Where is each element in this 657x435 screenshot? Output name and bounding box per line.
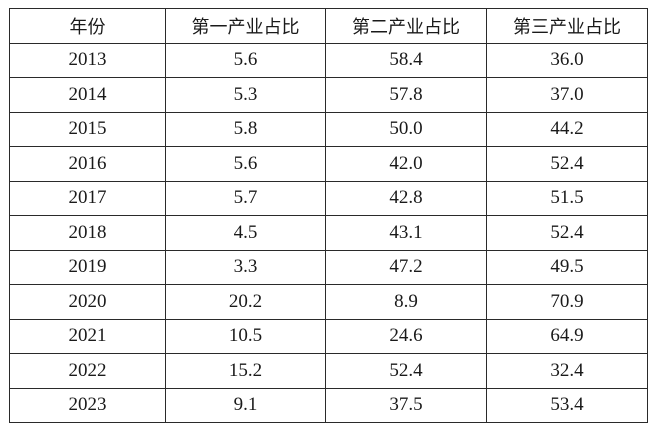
cell-year: 2017 — [9, 180, 166, 216]
table-row: 2014 5.3 57.8 37.0 — [9, 77, 648, 113]
cell-tertiary-share: 53.4 — [486, 387, 648, 423]
cell-tertiary-share: 44.2 — [486, 111, 648, 147]
cell-secondary-share: 8.9 — [325, 284, 487, 320]
table-row: 2023 9.1 37.5 53.4 — [9, 387, 648, 423]
table-row: 2021 10.5 24.6 64.9 — [9, 318, 648, 354]
cell-tertiary-share: 64.9 — [486, 318, 648, 354]
cell-secondary-share: 52.4 — [325, 353, 487, 389]
table-row: 2017 5.7 42.8 51.5 — [9, 180, 648, 216]
cell-tertiary-share: 36.0 — [486, 42, 648, 78]
cell-primary-share: 5.3 — [165, 77, 326, 113]
cell-secondary-share: 42.8 — [325, 180, 487, 216]
cell-secondary-share: 43.1 — [325, 215, 487, 251]
cell-tertiary-share: 52.4 — [486, 146, 648, 182]
table-row: 2015 5.8 50.0 44.2 — [9, 111, 648, 147]
table-container: 年份 第一产业占比 第二产业占比 第三产业占比 2013 5.6 58.4 36… — [9, 8, 648, 423]
cell-year: 2019 — [9, 249, 166, 285]
cell-year: 2015 — [9, 111, 166, 147]
cell-secondary-share: 24.6 — [325, 318, 487, 354]
cell-primary-share: 5.6 — [165, 42, 326, 78]
cell-secondary-share: 57.8 — [325, 77, 487, 113]
cell-secondary-share: 47.2 — [325, 249, 487, 285]
cell-primary-share: 10.5 — [165, 318, 326, 354]
cell-year: 2018 — [9, 215, 166, 251]
cell-year: 2023 — [9, 387, 166, 423]
cell-secondary-share: 37.5 — [325, 387, 487, 423]
table-row: 2022 15.2 52.4 32.4 — [9, 353, 648, 389]
cell-primary-share: 9.1 — [165, 387, 326, 423]
cell-year: 2013 — [9, 42, 166, 78]
cell-primary-share: 4.5 — [165, 215, 326, 251]
header-tertiary-share: 第三产业占比 — [486, 8, 648, 44]
cell-primary-share: 3.3 — [165, 249, 326, 285]
table-row: 2018 4.5 43.1 52.4 — [9, 215, 648, 251]
cell-primary-share: 5.8 — [165, 111, 326, 147]
industry-share-table: 年份 第一产业占比 第二产业占比 第三产业占比 2013 5.6 58.4 36… — [9, 8, 648, 423]
cell-year: 2020 — [9, 284, 166, 320]
table-row: 2019 3.3 47.2 49.5 — [9, 249, 648, 285]
table-header-row: 年份 第一产业占比 第二产业占比 第三产业占比 — [9, 8, 648, 44]
header-year: 年份 — [9, 8, 166, 44]
cell-tertiary-share: 49.5 — [486, 249, 648, 285]
cell-tertiary-share: 52.4 — [486, 215, 648, 251]
table-row: 2013 5.6 58.4 36.0 — [9, 42, 648, 78]
cell-tertiary-share: 32.4 — [486, 353, 648, 389]
cell-secondary-share: 58.4 — [325, 42, 487, 78]
cell-primary-share: 20.2 — [165, 284, 326, 320]
cell-tertiary-share: 70.9 — [486, 284, 648, 320]
cell-year: 2014 — [9, 77, 166, 113]
cell-year: 2021 — [9, 318, 166, 354]
cell-secondary-share: 42.0 — [325, 146, 487, 182]
cell-primary-share: 5.6 — [165, 146, 326, 182]
cell-tertiary-share: 37.0 — [486, 77, 648, 113]
cell-tertiary-share: 51.5 — [486, 180, 648, 216]
cell-primary-share: 5.7 — [165, 180, 326, 216]
cell-year: 2022 — [9, 353, 166, 389]
header-secondary-share: 第二产业占比 — [325, 8, 487, 44]
cell-primary-share: 15.2 — [165, 353, 326, 389]
table-row: 2020 20.2 8.9 70.9 — [9, 284, 648, 320]
header-primary-share: 第一产业占比 — [165, 8, 326, 44]
table-row: 2016 5.6 42.0 52.4 — [9, 146, 648, 182]
cell-secondary-share: 50.0 — [325, 111, 487, 147]
cell-year: 2016 — [9, 146, 166, 182]
